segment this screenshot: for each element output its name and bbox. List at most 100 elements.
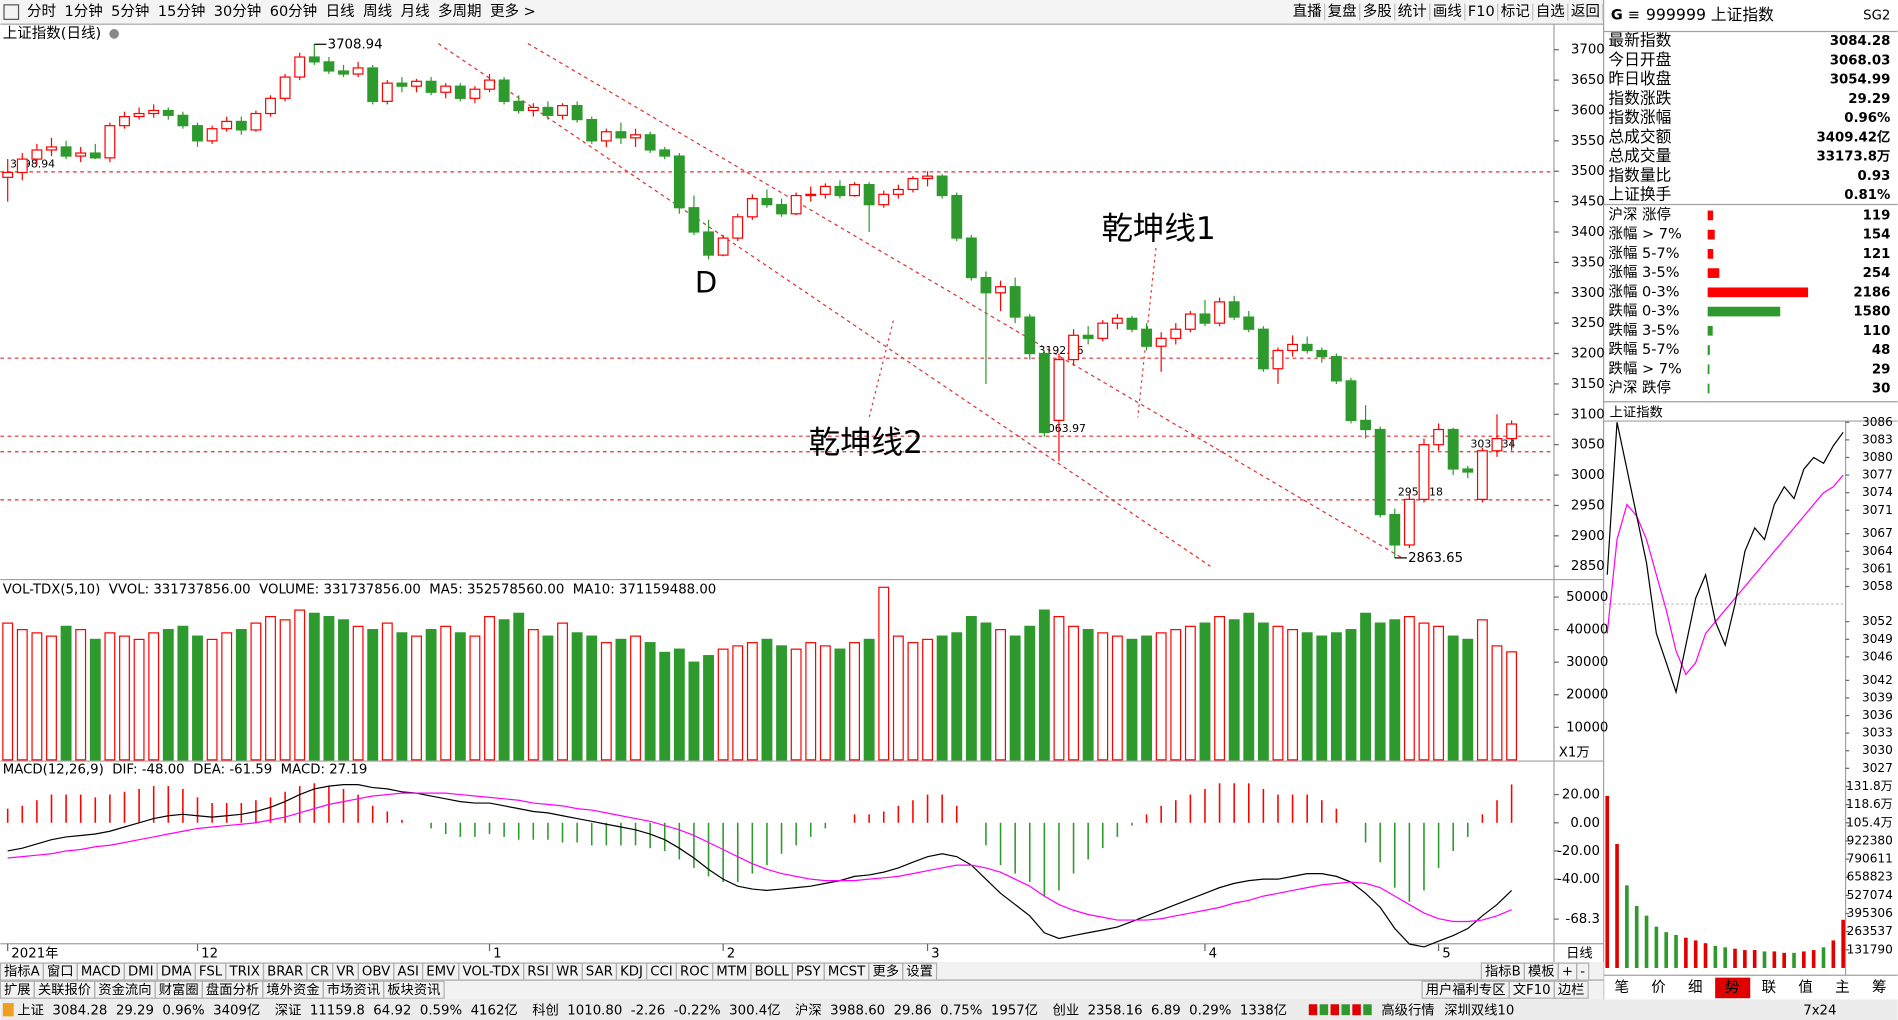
tool-button[interactable]: 统计	[1398, 3, 1427, 20]
tab[interactable]: DMI	[128, 965, 154, 980]
tab[interactable]: 板块资讯	[387, 982, 440, 998]
volume-bar	[1214, 615, 1226, 761]
tab[interactable]: SAR	[586, 965, 613, 980]
tab[interactable]: CCI	[650, 965, 673, 980]
tool-button[interactable]: 标记	[1501, 3, 1530, 20]
tab[interactable]: ASI	[397, 965, 418, 980]
tab[interactable]: 扩展	[4, 982, 31, 998]
tab[interactable]: 财富圈	[159, 981, 199, 998]
tab[interactable]: ROC	[680, 965, 709, 980]
stat-label: 今日开盘	[1608, 50, 1671, 69]
candle-body	[951, 194, 963, 239]
period-tab[interactable]: 5分钟	[111, 3, 149, 20]
panel-tab[interactable]: 联	[1762, 979, 1776, 996]
tool-button[interactable]: 多股	[1363, 3, 1392, 20]
tool-button[interactable]: 画线	[1433, 3, 1462, 20]
tab[interactable]: +	[1562, 965, 1573, 980]
panel-tab[interactable]: 笔	[1614, 979, 1628, 996]
title-dropdown[interactable]	[109, 29, 119, 39]
tab[interactable]: FSL	[199, 965, 223, 980]
candle-body	[177, 114, 189, 127]
tab[interactable]: WR	[556, 965, 578, 980]
tool-button[interactable]: 自选	[1536, 3, 1565, 20]
period-tab[interactable]: 15分钟	[158, 3, 205, 20]
candle-body	[1345, 380, 1357, 421]
tab[interactable]: MACD	[81, 965, 121, 980]
tab[interactable]: 指标B	[1485, 964, 1521, 980]
tab[interactable]: RSI	[527, 965, 549, 980]
tab[interactable]: 盘面分析	[206, 981, 259, 998]
volume-bar	[1433, 625, 1445, 761]
candle-body	[922, 175, 933, 180]
candle-body	[732, 216, 744, 239]
tab[interactable]: BOLL	[755, 965, 790, 980]
breadth-label: 沪深 涨停	[1608, 206, 1671, 223]
period-tab[interactable]: 日线	[326, 3, 355, 20]
period-tab[interactable]: 更多 >	[490, 3, 536, 20]
tab[interactable]: DMA	[161, 965, 192, 980]
tab[interactable]: VR	[336, 965, 354, 980]
tab[interactable]: 更多	[872, 963, 899, 980]
volume-bar	[907, 642, 919, 761]
volume-bar	[1287, 629, 1299, 761]
candle-body	[849, 184, 860, 197]
tab[interactable]: TRIX	[228, 965, 259, 980]
tab[interactable]: 边栏	[1558, 982, 1585, 998]
volume-bar	[411, 635, 422, 761]
stat-value: 3084.28	[1830, 34, 1891, 49]
tab[interactable]: 用户福利专区	[1426, 981, 1506, 998]
tab[interactable]: CR	[311, 965, 330, 980]
period-tab[interactable]: 1分钟	[64, 3, 102, 20]
tool-button[interactable]: F10	[1468, 4, 1495, 20]
tab[interactable]: 模板	[1528, 964, 1555, 980]
tab[interactable]: 指标A	[4, 964, 40, 980]
tab[interactable]: 资金流向	[98, 982, 151, 998]
panel-tab[interactable]: 势	[1725, 979, 1739, 996]
candle-body	[1287, 343, 1299, 352]
panel-tab[interactable]: 筹	[1872, 979, 1886, 996]
period-tab[interactable]: 分时	[27, 3, 56, 20]
panel-menu-icon[interactable]: ≡	[1628, 8, 1640, 24]
tab[interactable]: 市场资讯	[327, 981, 380, 998]
period-tab[interactable]: 多周期	[438, 3, 482, 20]
tab[interactable]: 境外资金	[266, 982, 319, 998]
tab[interactable]: MTM	[716, 965, 747, 980]
candle-body	[1301, 343, 1313, 352]
period-tab[interactable]: 60分钟	[270, 3, 317, 20]
panel-tab[interactable]: 细	[1688, 979, 1702, 996]
period-tab[interactable]: 月线	[401, 3, 430, 20]
breadth-value: 2186	[1853, 285, 1890, 300]
volume-bar	[352, 625, 364, 761]
tab[interactable]: OBV	[362, 965, 390, 980]
y-tick-label: 3027	[1862, 761, 1893, 775]
tab[interactable]: VOL-TDX	[462, 965, 520, 980]
period-tab[interactable]: 周线	[363, 3, 392, 20]
tool-button[interactable]: 复盘	[1328, 2, 1357, 20]
panel-tab[interactable]: 价	[1651, 980, 1666, 996]
tab[interactable]: 窗口	[47, 963, 74, 980]
y-tick-label: 3033	[1862, 726, 1893, 740]
panel-tab[interactable]: 值	[1798, 979, 1812, 996]
volume-bar	[2, 622, 14, 761]
panel-tab[interactable]: 主	[1835, 979, 1849, 996]
tool-button[interactable]: 返回	[1571, 3, 1600, 20]
tab[interactable]: PSY	[796, 965, 821, 980]
status-item: 1957亿	[991, 1002, 1038, 1018]
volume-bar	[1068, 625, 1080, 761]
tool-button[interactable]: 直播	[1293, 3, 1322, 20]
tab[interactable]: BRAR	[267, 965, 303, 980]
tab[interactable]: 关联报价	[38, 982, 91, 998]
tab[interactable]: -	[1580, 965, 1585, 980]
tab[interactable]: KDJ	[620, 965, 643, 980]
x-tick-label: 2	[727, 946, 735, 961]
status-link[interactable]: 高级行情	[1381, 1001, 1434, 1018]
volume-bar	[1316, 635, 1328, 761]
y-tick-label: 3071	[1862, 503, 1893, 517]
period-tab[interactable]: 30分钟	[214, 3, 261, 20]
status-link[interactable]: 深圳双线10	[1444, 1002, 1514, 1018]
tab[interactable]: 设置	[906, 964, 933, 980]
tab[interactable]: MCST	[828, 965, 866, 980]
toolbar-icon[interactable]	[3, 4, 20, 20]
tab[interactable]: EMV	[426, 965, 455, 980]
tab[interactable]: 文F10	[1513, 982, 1551, 998]
